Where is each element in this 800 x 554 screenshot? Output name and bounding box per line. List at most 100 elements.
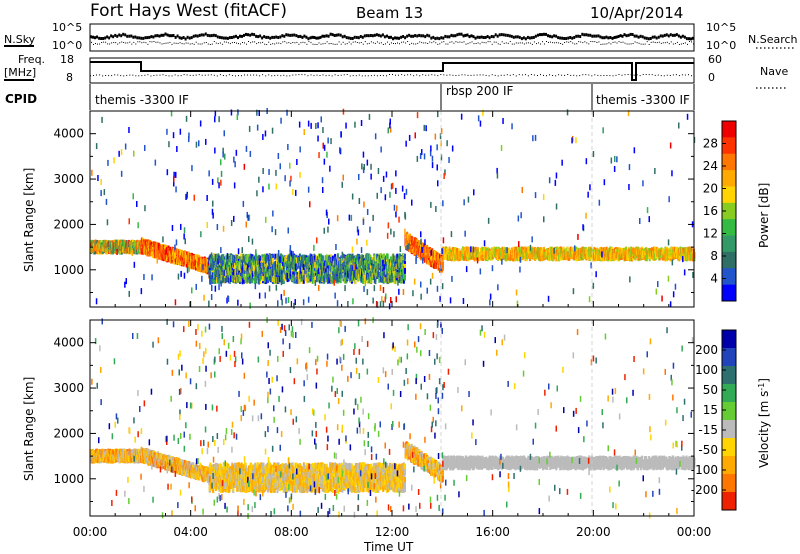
nave-point xyxy=(340,74,342,76)
noise-sky-point xyxy=(323,34,326,38)
nave-point xyxy=(579,75,581,77)
noise-search-point xyxy=(499,43,501,45)
data-cell xyxy=(282,256,285,262)
frequency-line xyxy=(90,61,694,81)
data-cell xyxy=(395,263,398,270)
noise-search-point xyxy=(147,43,149,45)
noise-sky-point xyxy=(108,36,111,40)
noise-sky-point xyxy=(130,34,133,38)
frequency-panel: Freq. [MHz] 18 8 60 0 Nave xyxy=(4,53,788,89)
noise-sky-point xyxy=(466,33,469,37)
data-cell xyxy=(403,257,406,264)
data-cell xyxy=(360,260,363,267)
data-cell xyxy=(463,254,465,261)
data-cell xyxy=(381,254,384,261)
nave-point xyxy=(630,74,632,76)
nave-point xyxy=(322,74,324,76)
data-cell xyxy=(447,249,450,256)
data-cell xyxy=(314,255,316,262)
noise-search-point xyxy=(328,43,330,45)
noise-sky-point xyxy=(605,35,608,39)
noise-search-point xyxy=(680,43,682,45)
data-cell xyxy=(334,256,337,263)
noise-sky-point xyxy=(98,36,101,40)
noise-search-point xyxy=(511,43,513,45)
noise-sky-point xyxy=(655,36,658,40)
data-cell xyxy=(336,253,339,260)
noise-search-point xyxy=(521,42,523,44)
freq-label-2: [MHz] xyxy=(4,66,36,79)
noise-sky-point xyxy=(675,33,678,37)
data-cell xyxy=(413,250,416,256)
noise-sky-point xyxy=(609,36,612,39)
noise-search-point xyxy=(411,42,413,44)
noise-right-tick-top: 10^5 xyxy=(706,21,736,34)
data-cell xyxy=(387,260,390,266)
noise-search-point xyxy=(451,41,453,43)
data-cell xyxy=(389,269,392,275)
data-cell xyxy=(357,261,359,268)
data-cell xyxy=(277,254,280,261)
noise-search-point xyxy=(598,41,600,43)
noise-search-point xyxy=(270,43,272,45)
noise-search-point xyxy=(306,43,308,45)
noise-sky-point xyxy=(532,35,535,39)
nave-point xyxy=(473,74,475,76)
data-cell xyxy=(350,270,353,277)
nave-point xyxy=(621,74,623,76)
noise-search-point xyxy=(403,41,405,43)
noise-sky-point xyxy=(448,35,451,39)
noise-sky-point xyxy=(631,33,634,36)
noise-sky-point xyxy=(172,34,175,37)
noise-sky-point xyxy=(589,33,592,37)
noise-sky-point xyxy=(651,35,654,39)
noise-sky-point xyxy=(440,36,443,40)
noise-search-point xyxy=(562,43,564,45)
data-cell xyxy=(224,259,227,266)
noise-sky-point xyxy=(392,37,394,41)
data-cell xyxy=(377,256,380,263)
noise-search-point xyxy=(191,43,193,45)
noise-sky-point xyxy=(518,35,521,39)
data-cell xyxy=(215,253,217,260)
noise-search-point xyxy=(576,43,578,45)
data-cell xyxy=(349,254,352,261)
nave-point xyxy=(567,74,569,75)
noise-sky-point xyxy=(428,34,431,38)
noise-search-point xyxy=(417,42,419,44)
noise-sky-point xyxy=(671,33,674,37)
noise-sky-point xyxy=(283,34,286,38)
noise-search-point xyxy=(334,43,336,45)
noise-search-point xyxy=(475,43,477,44)
noise-sky-point xyxy=(333,34,336,37)
data-cell xyxy=(259,273,262,280)
noise-search-point xyxy=(143,41,145,43)
noise-search-point xyxy=(608,42,610,44)
noise-sky-point xyxy=(388,35,390,39)
noise-search-point xyxy=(207,43,209,45)
noise-search-point xyxy=(509,41,511,43)
nave-point xyxy=(222,75,224,76)
data-cell xyxy=(442,247,445,254)
noise-search-point xyxy=(676,41,678,43)
nave-point xyxy=(558,74,560,76)
noise-sky-point xyxy=(665,33,668,37)
noise-search-point xyxy=(229,43,231,45)
noise-search-point xyxy=(338,41,340,43)
noise-sky-point xyxy=(351,37,354,40)
noise-sky-point xyxy=(490,35,493,38)
nave-point xyxy=(624,74,626,76)
noise-search-point xyxy=(503,42,505,44)
noise-search-point xyxy=(439,43,441,45)
nave-point xyxy=(373,74,375,76)
noise-sky-point xyxy=(617,35,620,38)
data-cell xyxy=(272,254,274,261)
noise-sky-point xyxy=(132,35,135,39)
data-cell xyxy=(260,266,263,273)
noise-sky-point xyxy=(692,36,694,40)
noise-search-point xyxy=(558,42,560,44)
data-cell xyxy=(415,248,418,255)
noise-search-point xyxy=(262,41,264,43)
data-cell xyxy=(431,250,434,257)
noise-sky-point xyxy=(464,33,467,37)
